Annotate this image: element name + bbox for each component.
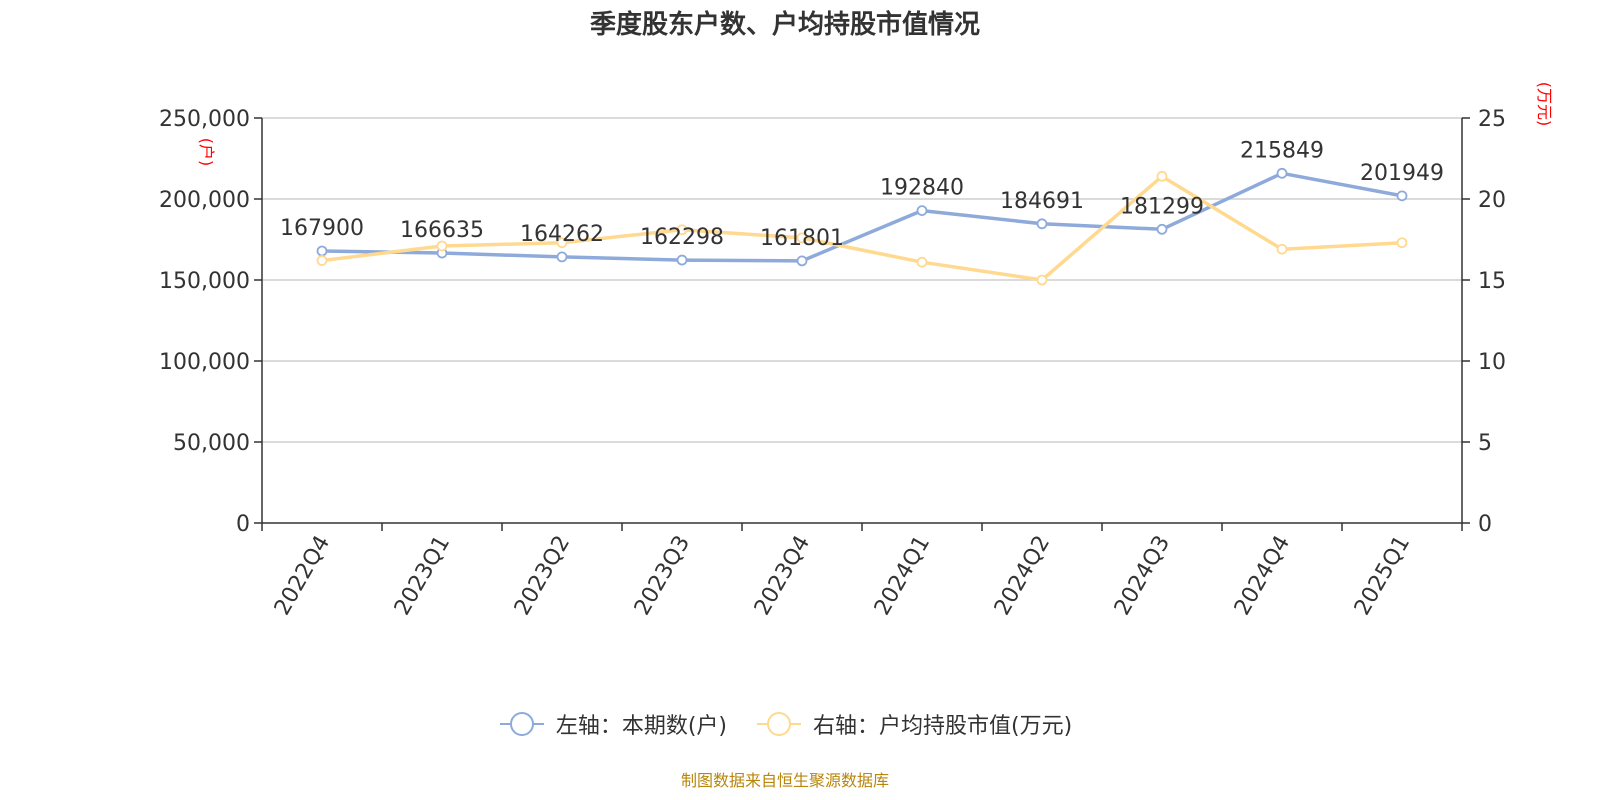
left-series-point [556,251,568,263]
left-tick-label: 0 [236,512,250,537]
right-series-point [316,255,328,266]
x-tick-label: 2024Q2 [990,532,1055,620]
right-series-point [1156,170,1168,182]
right-tick-label: 15 [1478,269,1506,294]
right-tick-label: 25 [1478,107,1506,132]
left-series-point [1156,223,1168,235]
data-label: 166635 [400,218,484,243]
right-tick-label: 10 [1478,350,1506,375]
left-tick-label: 50,000 [173,431,250,456]
right-axis-unit-label: (万元) [1535,82,1554,127]
x-tick-label: 2023Q4 [750,532,815,620]
source-note: 制图数据来自恒生聚源数据库 [680,771,889,790]
left-tick-label: 200,000 [159,188,250,213]
left-series-point [316,245,328,257]
left-tick-label: 250,000 [159,107,250,132]
right-series-line [320,174,1404,282]
data-label: 184691 [1000,189,1084,214]
right-series-point [556,237,568,249]
left-axis-unit-label: (户) [197,138,216,167]
x-tick-label: 2022Q4 [270,532,335,620]
left-series-point [1276,167,1288,179]
chart-title: 季度股东户数、户均持股市值情况 [589,10,980,40]
legend: 左轴：本期数(户) 右轴：户均持股市值(万元) [0,708,1570,740]
data-label: 201949 [1360,161,1444,186]
left-tick-label: 100,000 [159,350,250,375]
left-series-point [1036,218,1048,230]
x-tick-label: 2023Q3 [630,532,695,620]
right-series-point [916,256,928,268]
legend-item-left-series[interactable]: 左轴：本期数(户) [498,708,727,740]
right-series-point [796,232,808,244]
right-series-point [1036,274,1048,286]
right-series-point [1396,237,1408,249]
legend-item-right-series[interactable]: 右轴：户均持股市值(万元) [755,708,1072,740]
legend-label-right-series: 右轴：户均持股市值(万元) [813,714,1073,739]
data-label: 192840 [880,176,964,201]
data-label: 161801 [760,226,844,251]
data-label: 215849 [1240,138,1324,163]
right-tick-label: 0 [1478,512,1492,537]
left-tick-label: 150,000 [159,269,250,294]
right-series-point [436,240,448,252]
data-label: 181299 [1120,194,1204,219]
legend-marker-yellow-circle-icon [757,712,801,736]
left-series-point [796,255,808,267]
data-label: 162298 [640,225,724,250]
left-series-point [676,254,688,266]
right-tick-label: 20 [1478,188,1506,213]
right-series-point [676,224,688,236]
x-tick-label: 2024Q4 [1230,532,1295,620]
x-tick-label: 2025Q1 [1350,532,1415,620]
x-tick-label: 2023Q1 [390,532,455,620]
left-series-point [1396,190,1408,202]
x-tick-label: 2023Q2 [510,532,575,620]
data-label: 164262 [520,222,604,247]
x-tick-label: 2024Q1 [870,532,935,620]
right-series-point [1276,243,1288,255]
x-tick-label: 2024Q3 [1110,532,1175,620]
left-series-line [320,171,1404,263]
left-series-point [916,205,928,216]
data-label: 167900 [280,216,364,241]
legend-marker-blue-circle-icon [499,712,544,736]
right-tick-label: 5 [1478,431,1492,456]
legend-label-left-series: 左轴：本期数(户) [555,714,727,739]
